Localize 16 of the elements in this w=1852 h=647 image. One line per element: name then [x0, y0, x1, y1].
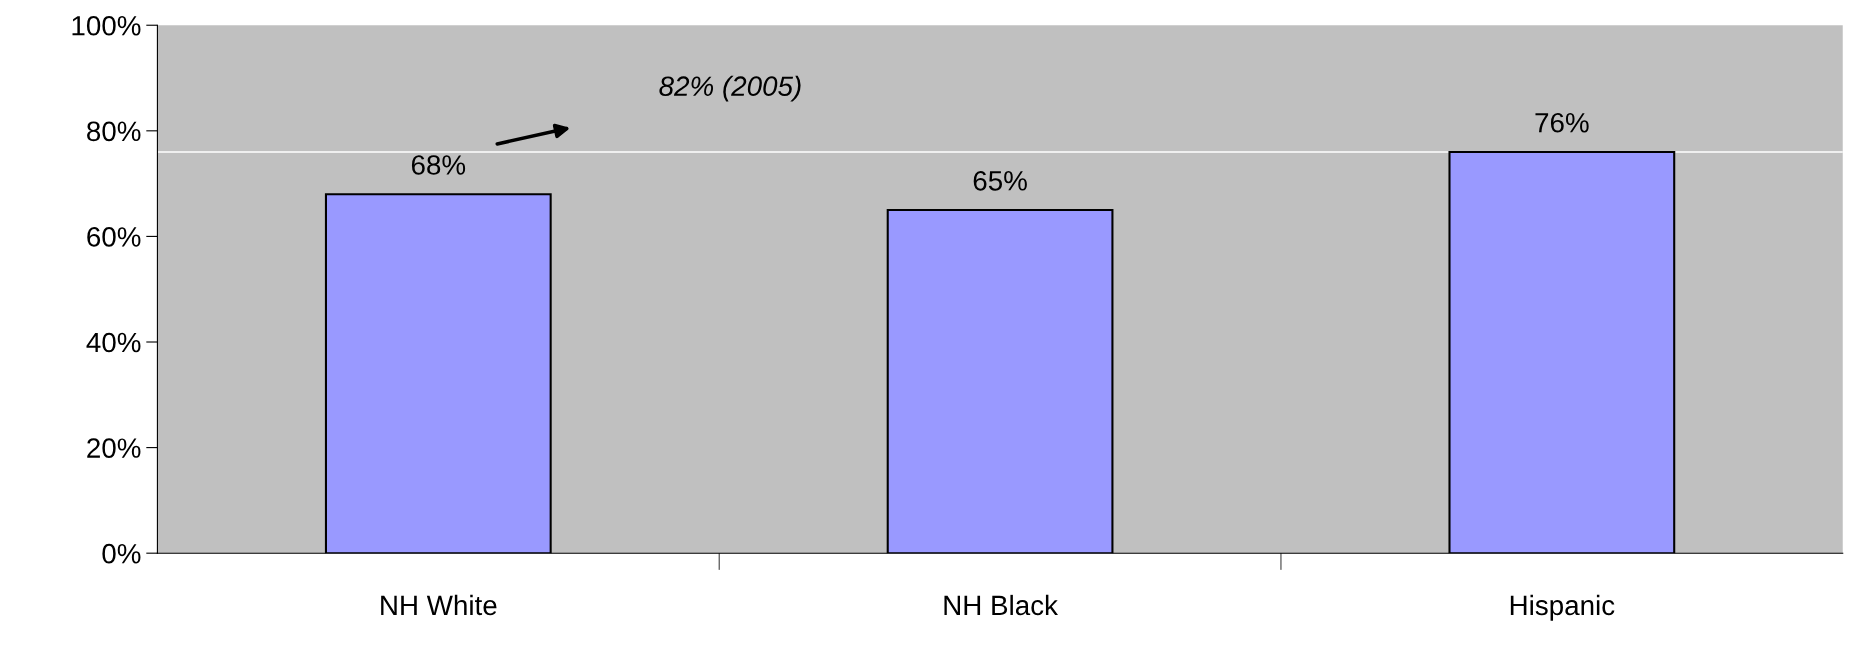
y-tick-label: 100%	[72, 15, 141, 36]
x-tick-label: NH Black	[944, 594, 1058, 616]
data-label: 65%	[973, 170, 1027, 191]
data-label: 68%	[411, 155, 466, 175]
y-tick-label: 80%	[87, 121, 141, 142]
x-tick-label: NH White	[381, 594, 497, 616]
y-tick-label: 0%	[102, 543, 141, 564]
bar	[1448, 150, 1676, 554]
bar	[324, 193, 552, 554]
bar	[886, 208, 1114, 554]
y-tick-label: 60%	[87, 227, 141, 247]
x-tick-label: Hispanic	[1510, 594, 1615, 621]
y-tick-label: 40%	[86, 332, 141, 353]
y-tick-label: 20%	[87, 438, 141, 458]
annotation: 82% (2005)	[659, 75, 801, 102]
data-label: 76%	[1535, 112, 1589, 133]
